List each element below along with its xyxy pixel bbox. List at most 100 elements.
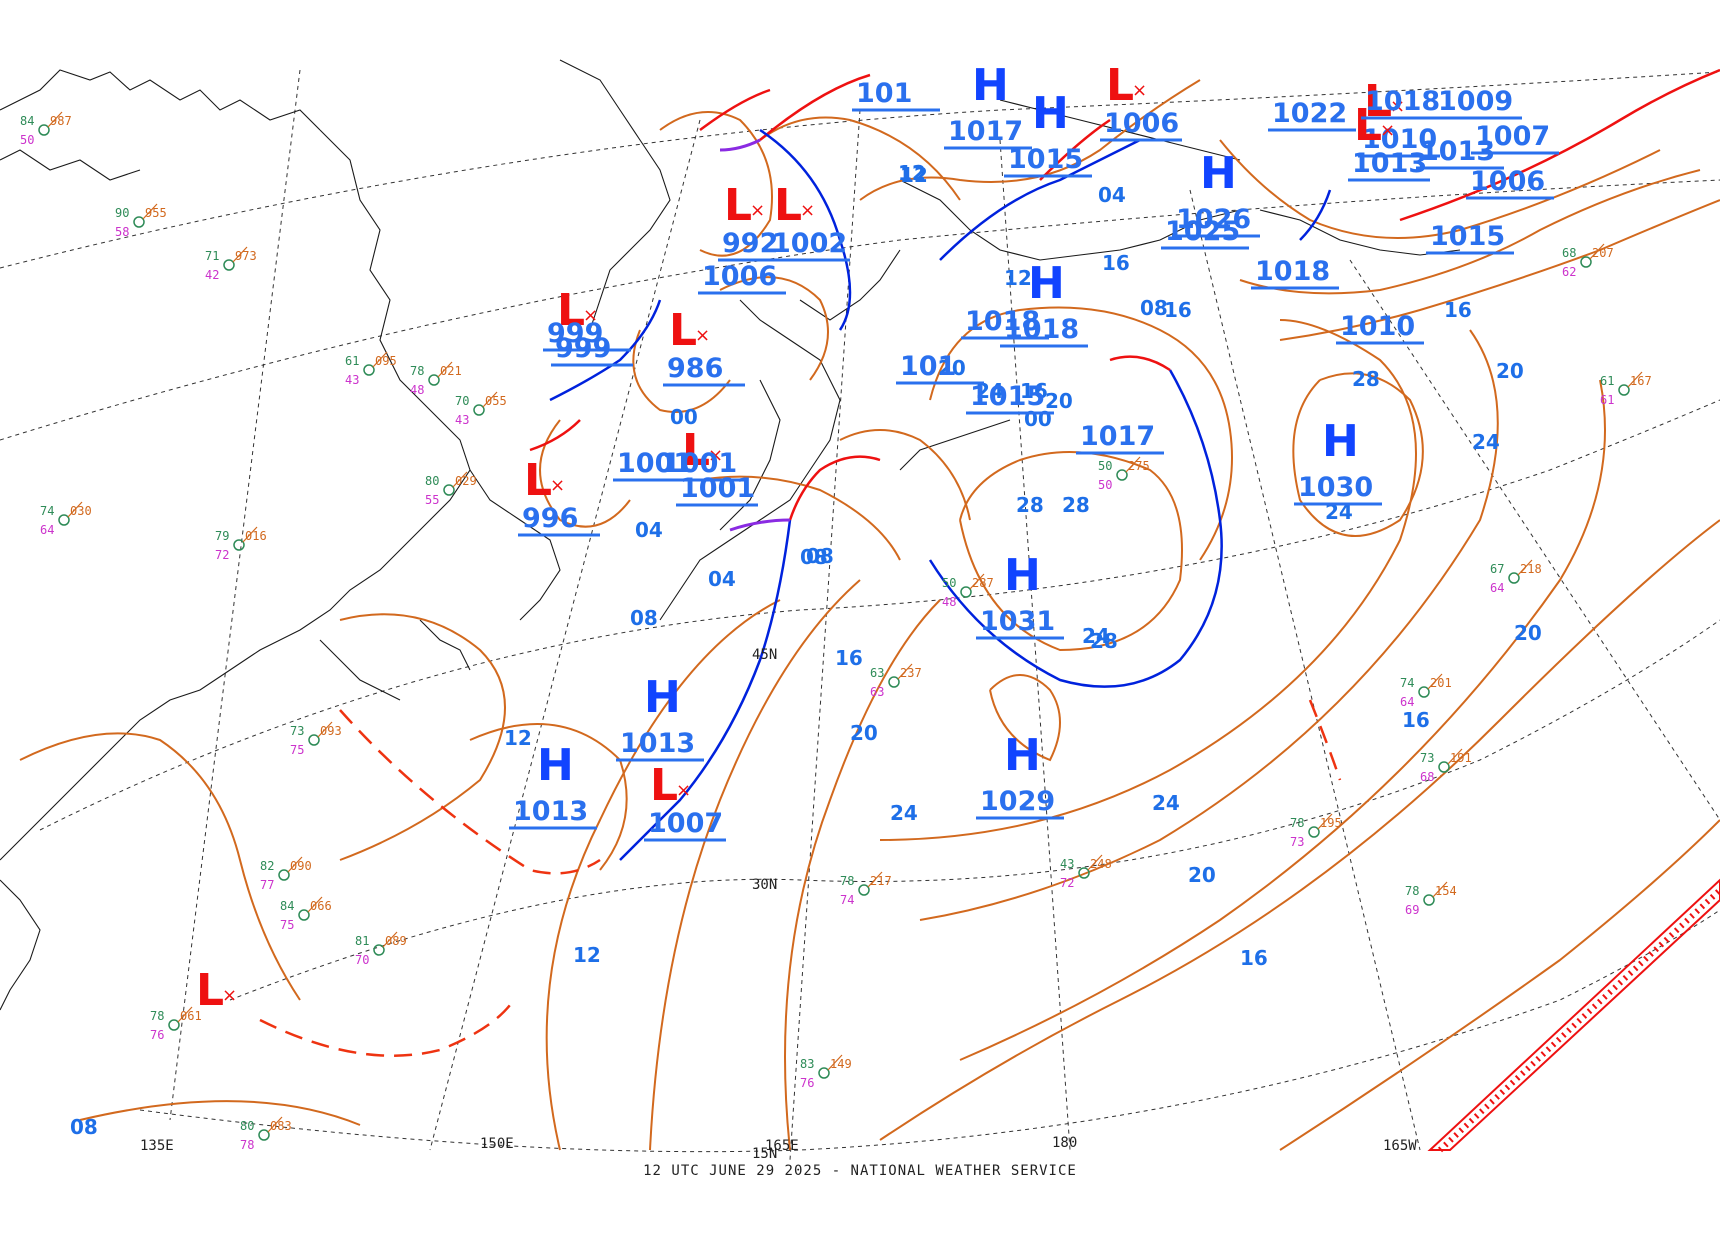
troughs xyxy=(259,699,1342,1057)
wind-barb xyxy=(307,896,323,913)
station-circle xyxy=(443,484,455,496)
station-temperature: 83 xyxy=(800,1057,814,1071)
isobar-value-label: 16 xyxy=(1164,298,1192,322)
station-circle xyxy=(1116,469,1128,481)
high-pressure-center: H 1018 xyxy=(1000,258,1088,348)
station-plot: 80 78 083 xyxy=(240,1116,292,1152)
graticule xyxy=(0,69,1720,1161)
station-pressure: 275 xyxy=(1128,459,1150,473)
station-temperature: 61 xyxy=(345,354,359,368)
station-dewpoint: 72 xyxy=(1060,876,1074,890)
high-symbol: H xyxy=(972,60,1009,111)
wind-barb xyxy=(382,931,398,948)
wind-barb xyxy=(1317,813,1333,830)
low-pressure-center: L× 1001 xyxy=(676,425,758,507)
low-center-mark: × xyxy=(583,305,598,326)
isobar-value-label: 08 xyxy=(800,545,828,569)
station-temperature: 68 xyxy=(1562,246,1576,260)
wind-barb xyxy=(317,721,333,738)
lat-label-45n: 45N xyxy=(752,647,777,663)
station-dewpoint: 75 xyxy=(280,918,294,932)
station-pressure: 287 xyxy=(972,576,994,590)
station-pressure: 061 xyxy=(180,1009,202,1023)
station-circle xyxy=(363,364,375,376)
pressure-label: 1015 xyxy=(1430,221,1505,252)
low-pressure-center: L×1010 xyxy=(1358,76,1440,158)
low-symbol: L xyxy=(682,425,710,476)
station-circle xyxy=(278,869,290,881)
wind-barb xyxy=(1447,748,1463,765)
station-circle xyxy=(373,944,385,956)
isobar-value-label: 08 xyxy=(1140,296,1168,320)
station-temperature: 84 xyxy=(20,114,34,128)
station-temperature: 70 xyxy=(455,394,469,408)
station-dewpoint: 76 xyxy=(150,1028,164,1042)
isobar-value-label: 04 xyxy=(635,518,663,542)
station-pressure: 021 xyxy=(440,364,462,378)
cold-front xyxy=(759,128,852,331)
low-center-mark: × xyxy=(708,445,723,466)
isobar-value-label: 16 xyxy=(1402,708,1430,732)
station-plot: 50 48 287 xyxy=(942,573,994,609)
pressure-label: 1013 xyxy=(1420,136,1495,167)
station-dewpoint: 43 xyxy=(455,413,469,427)
isobar-value-label: 24 xyxy=(890,801,918,825)
pressure-label: 1006 xyxy=(1470,166,1545,197)
station-temperature: 82 xyxy=(260,859,274,873)
low-pressure-center: L× 1002 xyxy=(768,180,850,262)
isobar-value-label: 20 xyxy=(850,721,878,745)
isobar-value-label: 00 xyxy=(1024,407,1052,431)
high-pressure-value: 1030 xyxy=(1298,472,1373,503)
station-circle xyxy=(473,404,485,416)
station-temperature: 50 xyxy=(942,576,956,590)
low-pressure-center: L× 996 xyxy=(518,455,600,537)
station-dewpoint: 74 xyxy=(840,893,854,907)
high-pressure-value: 1026 xyxy=(1176,204,1251,235)
isobar-value-label: 08 xyxy=(630,606,658,630)
station-plot: 90 58 955 xyxy=(115,203,167,239)
high-pressure-center: H 1017 xyxy=(944,60,1032,150)
isobar-value-label: 24 xyxy=(1472,430,1500,454)
lat-label-15n: 15N xyxy=(752,1146,777,1162)
station-pressure: 083 xyxy=(270,1119,292,1133)
station-temperature: 80 xyxy=(425,474,439,488)
low-pressure-center: L× 1006 xyxy=(1100,60,1182,142)
station-pressure: 016 xyxy=(245,529,267,543)
station-plot: 61 43 095 xyxy=(345,351,397,387)
isobars xyxy=(19,79,1720,1151)
station-plot: 68 62 207 xyxy=(1562,243,1614,279)
wind-barb xyxy=(287,856,303,873)
station-pressure: 218 xyxy=(1520,562,1542,576)
low-pressure-value: 1007 xyxy=(648,808,723,839)
pressure-label: 1018 xyxy=(965,306,1040,337)
station-temperature: 67 xyxy=(1490,562,1504,576)
station-plot: 78 48 021 xyxy=(410,361,462,397)
station-temperature: 79 xyxy=(215,529,229,543)
station-circle xyxy=(1308,826,1320,838)
high-pressure-value: 1013 xyxy=(620,728,695,759)
pressure-label: 1017 xyxy=(1080,421,1155,452)
station-plot: 78 74 217 xyxy=(840,871,892,907)
station-circle xyxy=(298,909,310,921)
station-pressure: 987 xyxy=(50,114,72,128)
station-temperature: 43 xyxy=(1060,857,1074,871)
station-plot: 74 64 201 xyxy=(1400,673,1452,709)
isobar-value-label: 24 xyxy=(1082,624,1110,648)
high-pressure-center: H 1013 xyxy=(616,672,704,762)
station-temperature: 78 xyxy=(1290,816,1304,830)
station-circle xyxy=(1580,256,1592,268)
station-circle xyxy=(1508,572,1520,584)
station-temperature: 63 xyxy=(870,666,884,680)
station-plot: 67 64 218 xyxy=(1490,559,1542,595)
low-pressure-value: 996 xyxy=(522,503,578,534)
pressure-label: 101 xyxy=(900,351,956,382)
isobar-value-label: 16 xyxy=(1020,379,1048,403)
station-temperature: 78 xyxy=(410,364,424,378)
station-temperature: 73 xyxy=(1420,751,1434,765)
isobar-value-label: 20 xyxy=(1188,863,1216,887)
low-center-mark: × xyxy=(222,985,237,1006)
station-circle xyxy=(133,216,145,228)
station-pressure: 237 xyxy=(900,666,922,680)
station-dewpoint: 50 xyxy=(20,133,34,147)
